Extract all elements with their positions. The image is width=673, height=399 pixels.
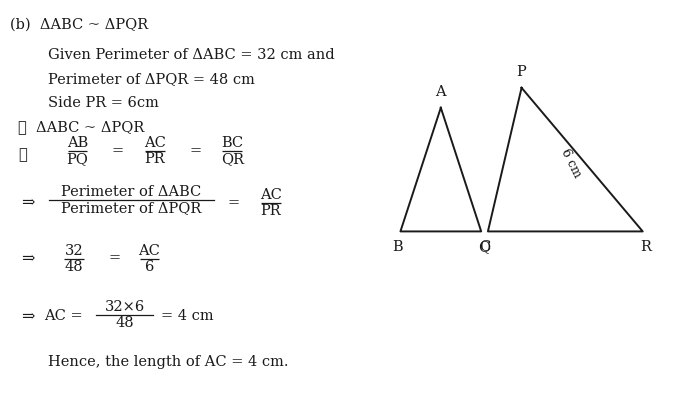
Text: PR: PR — [145, 152, 165, 166]
Text: (b)  ΔABC ~ ΔPQR: (b) ΔABC ~ ΔPQR — [10, 18, 148, 32]
Text: Given Perimeter of ΔABC = 32 cm and: Given Perimeter of ΔABC = 32 cm and — [48, 48, 335, 62]
Text: AC: AC — [144, 136, 166, 150]
Text: AC: AC — [260, 188, 282, 202]
Text: PQ: PQ — [67, 152, 88, 166]
Text: 6: 6 — [145, 260, 154, 274]
Text: 48: 48 — [65, 260, 83, 274]
Text: AC =: AC = — [44, 309, 87, 324]
Text: 32×6: 32×6 — [104, 300, 145, 314]
Text: =: = — [112, 144, 124, 158]
Text: = 4 cm: = 4 cm — [162, 309, 214, 324]
Text: 32: 32 — [65, 244, 83, 258]
Text: Perimeter of ΔPQR: Perimeter of ΔPQR — [61, 201, 201, 215]
Text: ⇒: ⇒ — [22, 194, 35, 211]
Text: Side PR = 6cm: Side PR = 6cm — [48, 96, 160, 110]
Text: QR: QR — [221, 152, 244, 166]
Text: A: A — [435, 85, 446, 99]
Text: =: = — [189, 144, 201, 158]
Text: AB: AB — [67, 136, 88, 150]
Text: =: = — [227, 196, 240, 210]
Text: Q: Q — [479, 240, 491, 254]
Text: Perimeter of ΔPQR = 48 cm: Perimeter of ΔPQR = 48 cm — [48, 72, 255, 86]
Text: BC: BC — [221, 136, 243, 150]
Text: ⇒: ⇒ — [22, 250, 35, 267]
Text: ∴  ΔABC ~ ΔPQR: ∴ ΔABC ~ ΔPQR — [18, 120, 145, 134]
Text: 48: 48 — [115, 316, 134, 330]
Text: =: = — [108, 251, 120, 266]
Text: PR: PR — [260, 204, 281, 218]
Text: B: B — [392, 240, 402, 254]
Text: ∴: ∴ — [18, 148, 27, 163]
Text: Hence, the length of AC = 4 cm.: Hence, the length of AC = 4 cm. — [48, 355, 289, 369]
Text: P: P — [517, 65, 526, 79]
Text: C: C — [479, 240, 490, 254]
Text: 6 cm: 6 cm — [559, 146, 584, 180]
Text: Perimeter of ΔABC: Perimeter of ΔABC — [61, 186, 201, 200]
Text: R: R — [641, 240, 651, 254]
Text: AC: AC — [139, 244, 160, 258]
Text: ⇒: ⇒ — [22, 308, 35, 325]
